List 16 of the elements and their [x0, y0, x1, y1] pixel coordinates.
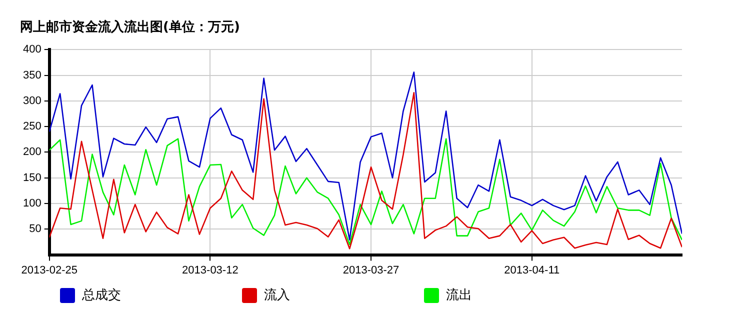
legend-label: 总成交 [82, 286, 121, 304]
y-tick-label: 150 [22, 172, 42, 184]
y-tick-label: 250 [22, 120, 42, 133]
x-tick-label: 2013-03-27 [342, 264, 400, 276]
x-tick-label: 2013-02-25 [21, 264, 78, 276]
y-tick-label: 50 [29, 223, 42, 236]
legend-label: 流入 [264, 286, 290, 304]
y-tick-label: 350 [22, 69, 42, 82]
y-tick-label: 100 [22, 198, 42, 210]
y-tick-label: 300 [22, 94, 42, 107]
y-tick-label: 200 [22, 146, 42, 158]
x-tick-label: 2013-04-11 [504, 264, 560, 276]
chart-title: 网上邮市资金流入流出图(单位：万元) [20, 19, 240, 36]
legend-label: 流出 [446, 286, 472, 304]
y-tick-label: 400 [22, 44, 42, 56]
x-tick-label: 2013-03-12 [182, 264, 238, 276]
